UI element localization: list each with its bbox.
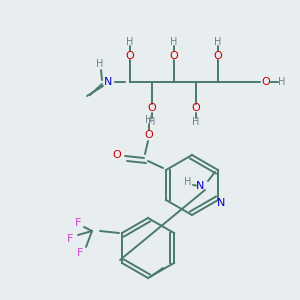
- Text: N: N: [217, 198, 225, 208]
- Text: O: O: [192, 103, 200, 113]
- Text: N: N: [196, 181, 204, 191]
- Text: O: O: [145, 130, 153, 140]
- Text: O: O: [112, 150, 122, 160]
- Text: O: O: [148, 103, 156, 113]
- Text: H: H: [148, 117, 156, 127]
- Text: O: O: [214, 51, 222, 61]
- Text: H: H: [96, 59, 104, 69]
- Text: N: N: [104, 77, 112, 87]
- Text: H: H: [278, 77, 286, 87]
- Text: H: H: [126, 37, 134, 47]
- Text: O: O: [169, 51, 178, 61]
- Text: O: O: [126, 51, 134, 61]
- Text: H: H: [192, 117, 200, 127]
- Text: F: F: [77, 248, 83, 258]
- Text: F: F: [67, 234, 73, 244]
- Text: H: H: [170, 37, 178, 47]
- Text: O: O: [262, 77, 270, 87]
- Text: H: H: [145, 115, 153, 125]
- Text: H: H: [214, 37, 222, 47]
- Text: H: H: [184, 177, 192, 187]
- Text: F: F: [75, 218, 81, 228]
